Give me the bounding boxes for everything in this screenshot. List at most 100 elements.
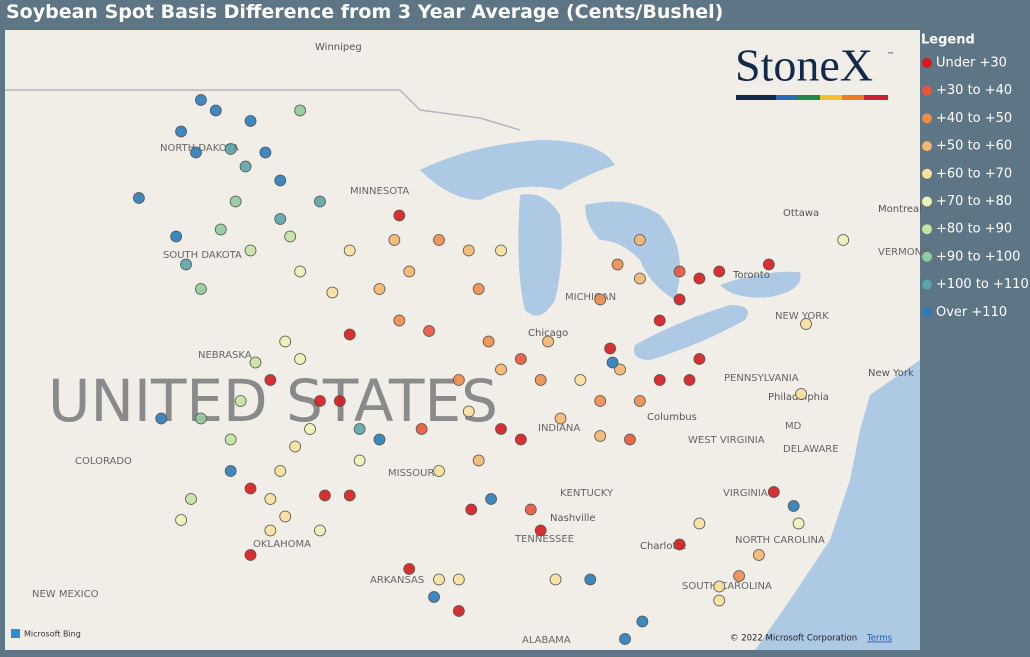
data-point [495,244,507,257]
map-background [5,30,920,650]
legend-swatch[interactable] [922,58,932,68]
place-label: DELAWARE [783,444,839,455]
data-point [485,493,497,505]
legend-swatch[interactable] [922,251,932,262]
data-point [274,213,287,225]
data-point [542,335,555,348]
legend-label[interactable]: +90 to +100 [936,249,1020,264]
data-point [693,517,706,530]
data-point [393,209,406,222]
data-point [214,223,227,236]
data-point [574,374,587,386]
legend-swatch[interactable] [922,196,932,207]
data-point [614,363,626,376]
attribution-provider: Microsoft Bing [24,630,81,639]
legend-swatch[interactable] [922,307,932,318]
place-label: ALABAMA [522,635,571,646]
data-point [294,104,307,117]
place-label: MD [785,421,802,432]
legend-swatch[interactable] [922,168,932,179]
data-point [264,524,277,537]
data-point [239,160,252,173]
place-label: Nashville [550,513,596,524]
data-point [619,633,631,645]
data-point [800,318,812,330]
data-point [403,563,416,575]
data-point [175,514,187,526]
legend-swatch[interactable] [922,85,932,96]
data-point [343,328,356,341]
data-point [534,374,547,386]
place-label: ARKANSAS [370,575,424,586]
data-point [693,353,706,365]
place-label: SOUTH DAKOTA [163,250,242,261]
data-point [673,538,686,551]
place-label: Chicago [528,328,568,339]
data-point [753,549,765,561]
data-point [673,265,686,278]
legend-label[interactable]: +50 to +60 [936,139,1012,154]
data-point [319,489,331,502]
place-label: MINNESOTA [350,186,409,197]
data-point [428,591,440,603]
data-point [472,283,485,295]
place-label: TENNESSEE [514,534,574,545]
data-point [594,293,607,306]
ocean [755,360,920,650]
data-point [606,356,619,369]
data-point [195,283,207,295]
data-point [495,423,507,435]
data-point [549,573,562,586]
data-point [195,412,207,425]
data-point [762,258,775,271]
legend-label[interactable]: +60 to +70 [936,166,1012,181]
data-point [373,283,386,295]
legend-swatch[interactable] [922,224,932,235]
legend-swatch[interactable] [922,141,932,152]
lake [420,140,615,200]
data-point [190,146,202,159]
legend-label[interactable]: +30 to +40 [936,83,1012,98]
data-point [314,395,326,407]
legend-swatch[interactable] [922,113,932,124]
legend-label[interactable]: +100 to +110 [936,277,1029,292]
data-point [244,115,257,127]
data-point [343,489,356,502]
data-point [333,395,346,407]
data-point [713,580,726,593]
legend-label[interactable]: +40 to +50 [936,111,1012,126]
data-point [433,234,445,246]
data-point [175,125,187,138]
data-point [653,314,666,327]
place-label: NORTH CAROLINA [735,535,825,546]
legend-swatch[interactable] [922,279,932,290]
legend-label[interactable]: Under +30 [936,56,1007,71]
place-label: NEBRASKA [198,350,252,361]
data-point [403,265,416,278]
data-point [259,146,272,159]
data-point [611,258,624,271]
data-point [462,244,475,257]
data-point [624,433,636,446]
data-point [326,286,339,299]
data-point [314,195,326,208]
legend-label[interactable]: Over +110 [936,305,1007,320]
place-label: PENNSYLVANIA [724,373,799,384]
legend-label[interactable]: +80 to +90 [936,222,1012,237]
page-title: Soybean Spot Basis Difference from 3 Yea… [6,1,724,23]
data-point [584,573,597,586]
place-label: NEW YORK [775,311,829,322]
data-point [294,353,307,365]
lake [585,201,680,300]
place-label: Montreal [878,204,922,215]
data-point [733,570,745,582]
legend-label[interactable]: +70 to +80 [936,194,1012,209]
data-point [343,244,356,257]
data-point [653,374,666,386]
data-point [249,356,262,369]
data-point [452,374,465,386]
place-label: Charlotte [640,541,686,552]
attribution-terms[interactable]: Terms [866,634,893,644]
data-point [244,244,257,257]
